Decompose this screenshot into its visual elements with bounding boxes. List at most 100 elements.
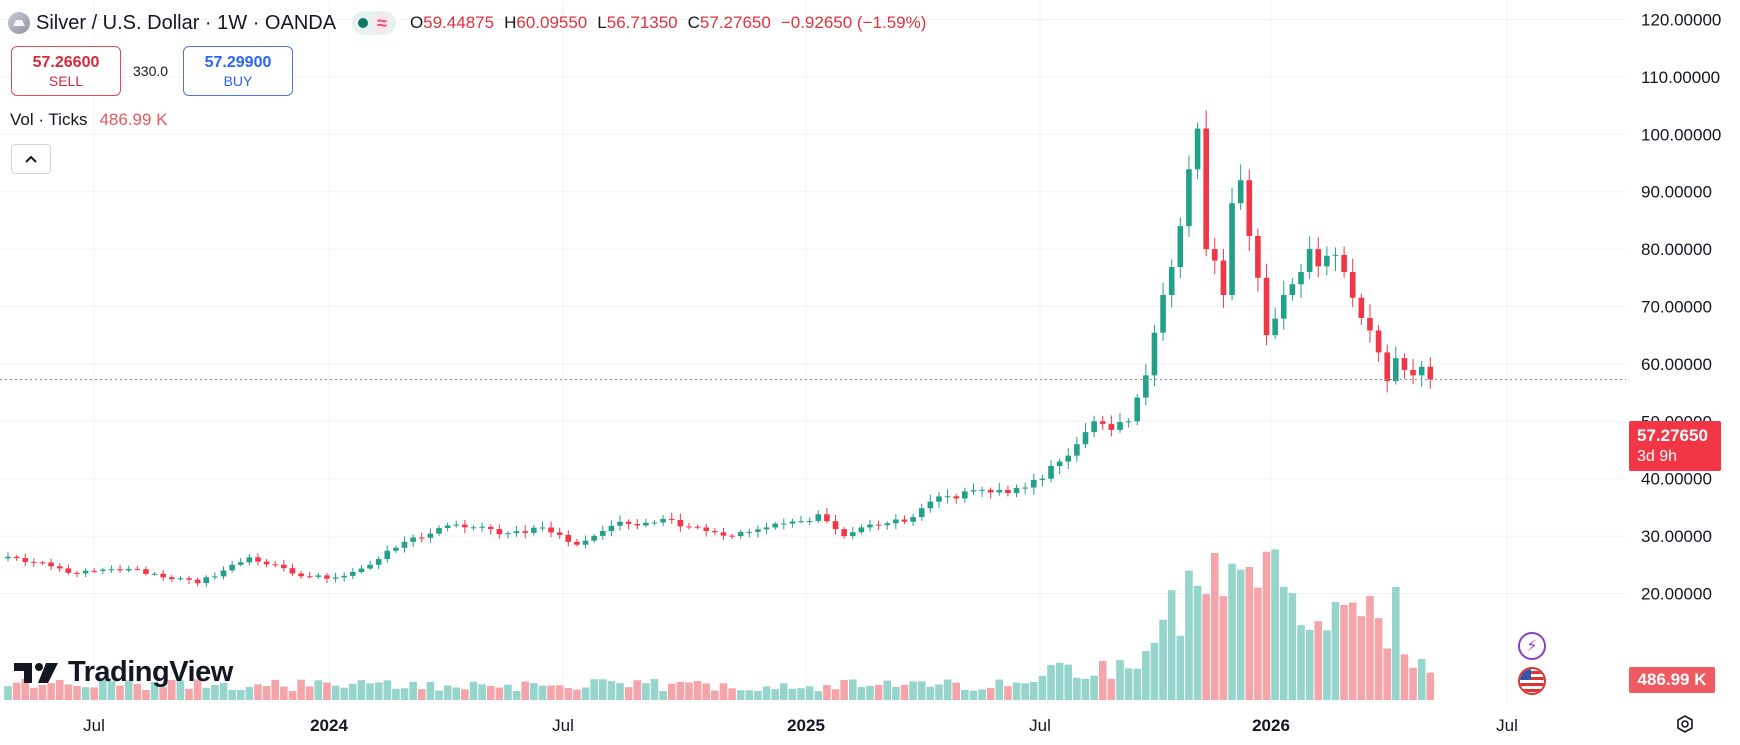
candle-body [117,569,123,571]
candle-body [651,522,658,524]
candle-body [496,529,503,535]
candle-body [91,570,97,572]
tradingview-logo[interactable]: TradingView [14,656,233,689]
volume-bar [1374,618,1383,700]
sell-price: 57.26600 [32,53,100,71]
candle-body [1177,226,1184,268]
volume-bar [219,682,228,700]
volume-bar [349,683,357,700]
candle-body [1203,128,1209,250]
volume-bar [185,688,193,700]
candle-body [470,527,477,529]
candle-body [591,535,597,541]
volume-bar [857,687,866,700]
silver-symbol-icon [8,12,30,34]
candle-body [134,568,141,570]
candle-body [1263,277,1270,336]
volume-bar [711,690,719,700]
candle-body [237,562,244,565]
symbol-title[interactable]: Silver / U.S. Dollar · 1W · OANDA [36,11,337,34]
candle-body [39,562,46,564]
volume-bar [1314,621,1323,700]
volume-bar [340,687,348,700]
candle-body [418,537,425,539]
volume-bar [598,679,607,700]
candle-body [367,564,373,569]
candle-body [1056,461,1063,466]
candle-body [970,490,977,492]
open-label: O [409,13,424,32]
settings-icon[interactable] [1672,711,1698,737]
candle-body [867,524,873,528]
candle-body [168,577,175,580]
low-label: L [597,13,607,32]
candle-body [212,576,218,578]
volume-bar [1409,667,1417,700]
volume-bar [1159,619,1167,700]
x-tick-label: Jul [1029,716,1051,735]
candle-body [910,517,916,522]
candle-body [901,519,908,522]
candle-body [444,525,451,529]
collapse-legend-button[interactable] [11,144,51,174]
volume-bar [1090,675,1098,700]
candle-body [462,524,468,528]
candle-body [5,556,11,559]
candle-body [74,572,80,574]
candle-body [1186,169,1192,227]
candle-body [1220,260,1227,296]
volume-bar [1417,658,1426,700]
volume-bar [1279,586,1288,700]
candle-body [436,528,442,534]
candle-body [858,527,865,533]
volume-bar [21,679,30,700]
candle-body [324,575,330,579]
candle-body [1349,272,1356,298]
candle-body [1315,249,1322,267]
lightning-icon[interactable]: ⚡ [1518,632,1546,660]
candle-body [772,523,778,528]
y-tick-label: 40.00000 [1641,470,1712,489]
volume-bar [99,679,107,700]
candle-body [849,532,856,537]
candle-body [763,527,770,530]
volume-bar [142,689,150,700]
candle-body [186,578,192,580]
candle-body [789,521,796,524]
volume-bar [590,679,598,700]
volume-bar [133,683,142,700]
volume-bar [1426,672,1435,700]
candle-body [410,537,416,542]
candle-body [1237,180,1244,204]
market-status-pill[interactable]: ≈ [352,11,396,35]
candle-body [1212,249,1218,261]
candle-body [56,566,63,569]
x-tick-label: Jul [1496,716,1518,735]
candle-body [306,576,313,578]
volume-bar [262,686,271,700]
volume-bar [193,679,202,700]
volume-bar [1236,569,1245,700]
us-flag-icon[interactable] [1518,667,1546,695]
bar-countdown: 3d 9h [1637,448,1678,465]
candle-body [599,531,606,536]
candle-body [884,523,891,526]
volume-bar [900,684,909,700]
y-tick-label: 20.00000 [1641,585,1712,604]
volume-bar [573,689,581,700]
candle-body [531,527,537,533]
volume-bar [245,686,254,700]
volume-bar [823,685,831,700]
buy-button[interactable]: 57.29900 BUY [183,46,293,96]
volume-bar [986,687,995,700]
volume-legend[interactable]: Vol · Ticks 486.99 K [10,110,168,130]
volume-bar [1297,625,1305,700]
volume-bar [202,687,211,700]
volume-bar [1383,648,1391,700]
volume-bar [1262,551,1271,700]
sell-button[interactable]: 57.26600 SELL [11,46,121,96]
volume-value: 486.99 K [99,110,168,129]
candle-body [539,527,546,529]
volume-bar [771,689,779,700]
